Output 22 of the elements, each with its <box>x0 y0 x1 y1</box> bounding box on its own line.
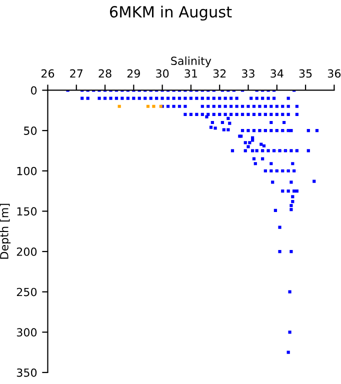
y-tick-label: 250 <box>16 288 37 296</box>
x-tick-label: 29 <box>127 69 140 78</box>
y-axis-title: Depth [m] <box>0 204 11 259</box>
y-tick-label: 300 <box>16 328 37 337</box>
y-tick-label: 100 <box>17 166 37 176</box>
y-tick-label: 350 <box>16 368 37 377</box>
y-tick-label: 50 <box>24 126 37 135</box>
x-tick-label: 26 <box>41 69 54 78</box>
x-axis-title: Salinity <box>171 56 212 68</box>
y-tick-label: 0 <box>30 86 37 95</box>
x-tick-label: 30 <box>156 69 169 78</box>
x-tick-label: 31 <box>184 69 198 78</box>
chart-title: 6MKM in August <box>110 6 232 21</box>
x-tick-label: 28 <box>98 69 112 78</box>
x-tick-label: 34 <box>270 69 284 78</box>
x-tick-label: 32 <box>213 69 226 78</box>
x-tick-label: 33 <box>242 69 254 78</box>
x-tick-label: 35 <box>299 69 312 78</box>
x-tick-label: 27 <box>70 69 83 78</box>
y-tick-label: 200 <box>16 247 37 256</box>
y-tick-label: 150 <box>17 207 37 216</box>
x-tick-label: 36 <box>328 69 341 78</box>
